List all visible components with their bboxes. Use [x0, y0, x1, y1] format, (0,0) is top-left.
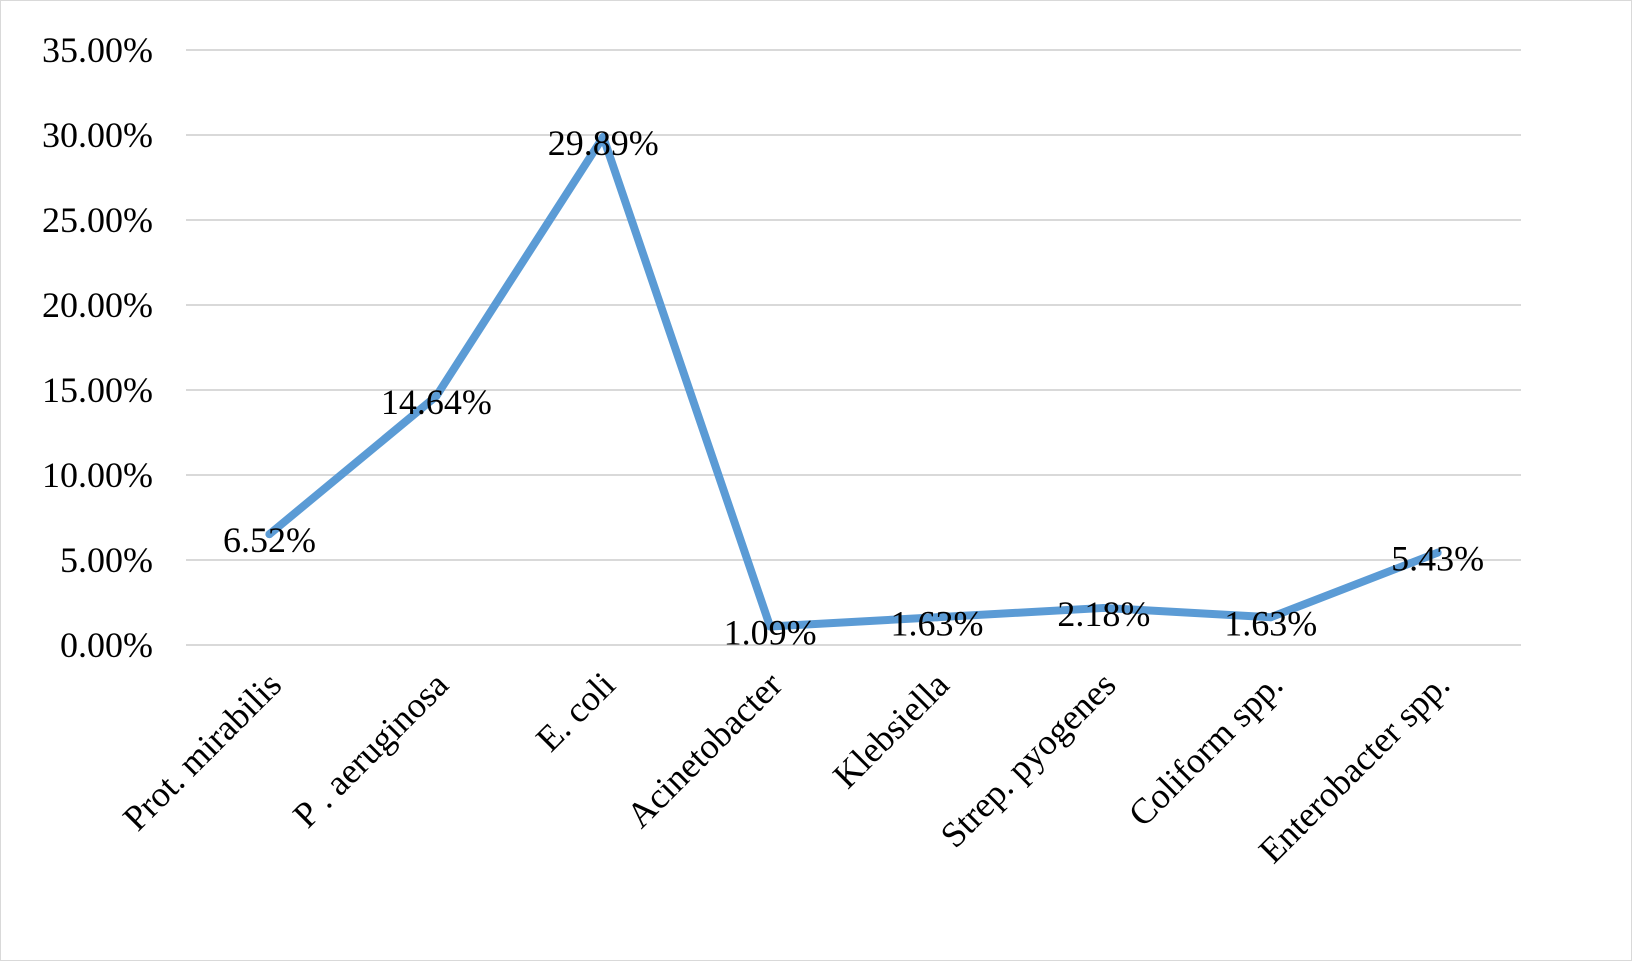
y-tick-label: 20.00% [42, 285, 153, 325]
y-tick-label: 5.00% [60, 540, 153, 580]
y-tick-label: 30.00% [42, 115, 153, 155]
data-label: 14.64% [381, 382, 492, 422]
data-label: 29.89% [548, 123, 659, 163]
series-line [265, 132, 1442, 631]
y-tick-label: 0.00% [60, 625, 153, 665]
data-label: 2.18% [1057, 594, 1150, 634]
x-tick-label: P . aeruginosa [285, 664, 456, 835]
x-tick-label: Acinetobacter [619, 664, 790, 835]
data-label: 1.09% [724, 612, 817, 652]
data-point [432, 392, 441, 401]
data-label: 5.43% [1391, 539, 1484, 579]
y-tick-label: 15.00% [42, 370, 153, 410]
x-tick-label: Klebsiella [825, 664, 957, 796]
x-tick-label: Coliform spp. [1121, 664, 1291, 834]
series-group [265, 132, 1442, 631]
x-tick-label: E. coli [528, 664, 623, 759]
y-tick-label: 10.00% [42, 455, 153, 495]
gridlines [186, 49, 1521, 646]
data-label: 1.63% [1224, 603, 1317, 643]
data-point [599, 132, 608, 141]
data-point [1099, 603, 1108, 612]
y-axis-tick-labels: 0.00% 5.00% 10.00% 15.00% 20.00% 25.00% 30.00%… [42, 30, 153, 665]
x-tick-label: Strep. pyogenes [933, 664, 1124, 855]
data-point [265, 530, 274, 539]
data-point [932, 613, 941, 622]
x-tick-label: Prot. mirabilis [115, 664, 289, 838]
data-point [1433, 548, 1442, 557]
y-tick-label: 35.00% [42, 30, 153, 70]
data-label: 1.63% [890, 603, 983, 643]
data-label: 6.52% [223, 520, 316, 560]
data-point [766, 622, 775, 631]
data-labels: 6.52% 14.64% 29.89% 1.09% 1.63% 2.18% 1.63% 5.4… [223, 123, 1484, 653]
y-tick-label: 25.00% [42, 200, 153, 240]
data-point [1266, 613, 1275, 622]
